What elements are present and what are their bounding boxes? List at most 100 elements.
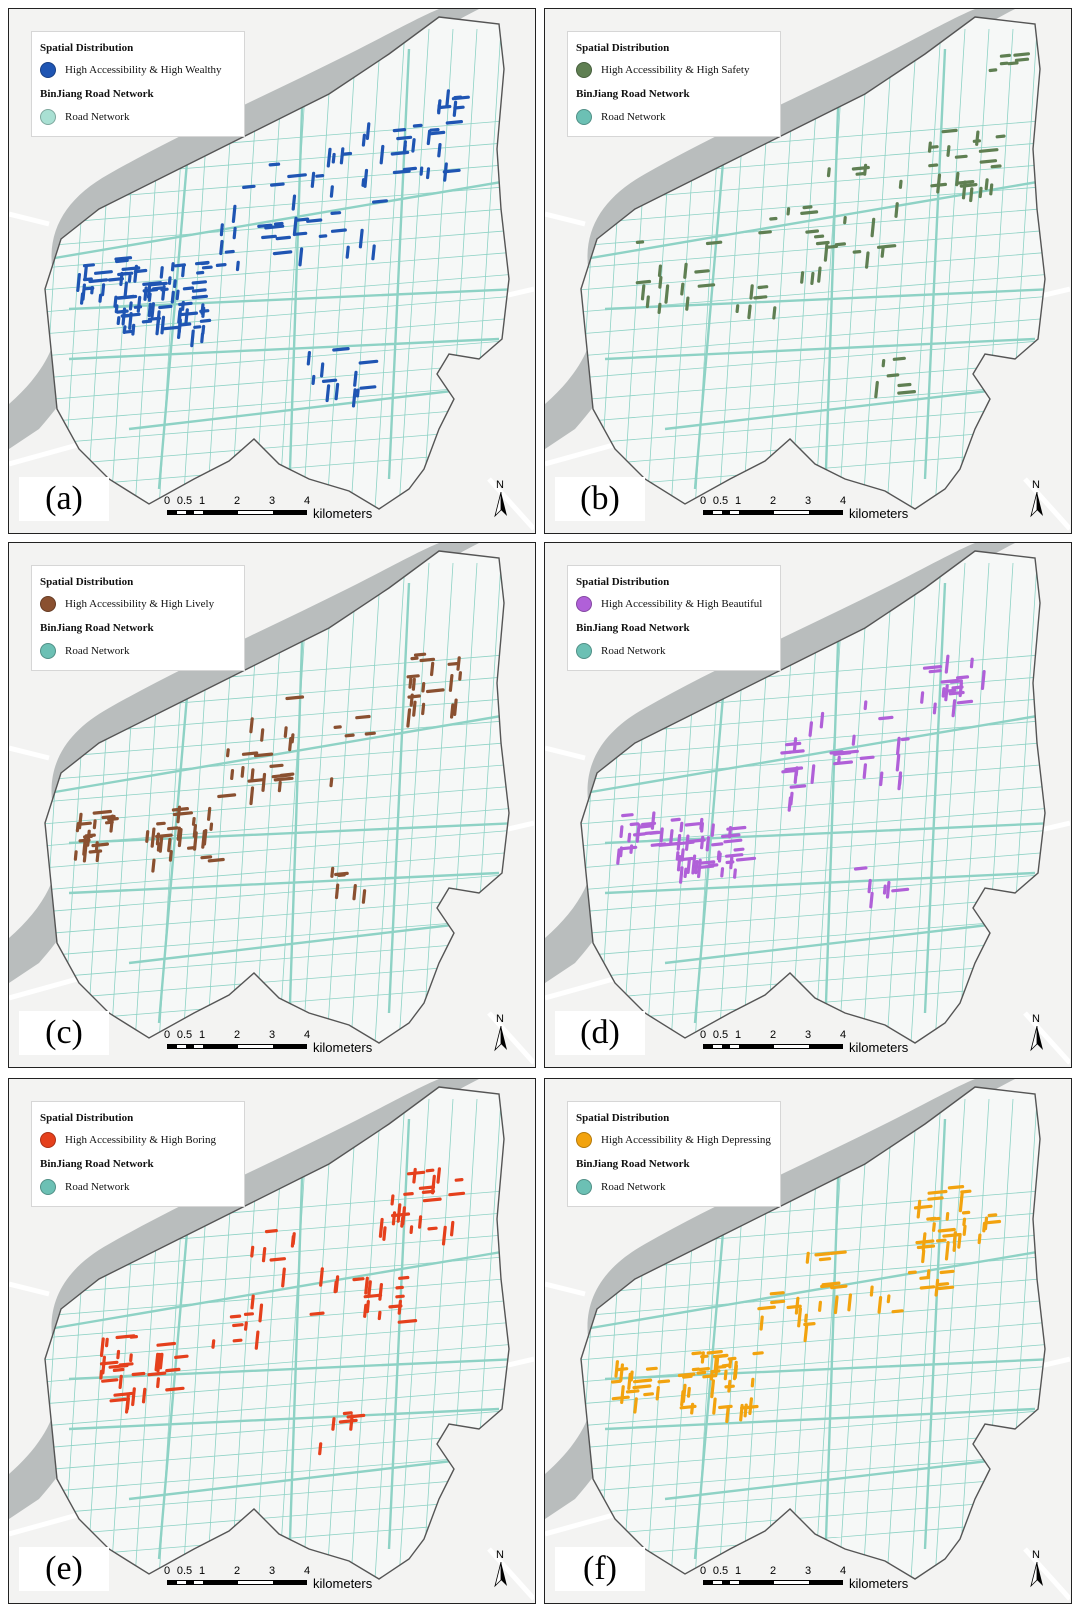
hotspot-segment: [960, 1189, 972, 1194]
legend: Spatial Distribution High Accessibility &…: [31, 1101, 245, 1207]
hotspot-segment: [421, 702, 426, 716]
hotspot-segment: [294, 231, 308, 236]
hotspot-segment: [268, 162, 281, 167]
hotspot-segment: [295, 217, 310, 222]
north-arrow: N: [493, 479, 509, 518]
hotspot-segment: [257, 223, 273, 228]
hotspot-segment: [784, 766, 804, 772]
hotspot-segment: [161, 325, 180, 331]
hotspot-segment: [999, 53, 1011, 58]
hotspot-segment: [621, 813, 634, 818]
hotspot-segment: [867, 878, 872, 894]
hotspot-segment: [141, 319, 153, 324]
hotspot-segment: [709, 1371, 714, 1381]
scale-tick-label: 2: [233, 1565, 241, 1577]
hotspot-segment: [101, 1378, 119, 1383]
hotspot-segment: [451, 95, 470, 101]
north-arrow: N: [1029, 479, 1045, 518]
hotspot-segment: [640, 284, 646, 301]
hotspot-segment: [676, 834, 682, 851]
hotspot-segment: [747, 304, 752, 320]
hotspot-segment: [77, 812, 83, 830]
hotspot-segment: [952, 1231, 957, 1245]
hotspot-segment: [133, 305, 143, 309]
legend-item-road: Road Network: [40, 1179, 129, 1195]
panel-label: (b): [555, 477, 645, 521]
north-label: N: [1032, 1013, 1040, 1025]
hotspot-segment: [199, 318, 212, 323]
hotspot-segment: [118, 1374, 123, 1389]
scale-tick-label: 3: [804, 495, 812, 507]
hotspot-segment: [724, 1384, 735, 1389]
hotspot-segment: [829, 750, 844, 755]
hotspot-segment: [658, 276, 663, 289]
scale-tick-label: 3: [804, 1029, 812, 1041]
hotspot-segment: [156, 1352, 162, 1373]
scale-tick-label: 2: [769, 1565, 777, 1577]
hotspot-segment: [230, 769, 235, 780]
hotspot-segment: [122, 325, 127, 334]
legend-label-hotspot: High Accessibility & High Depressing: [601, 1134, 771, 1146]
hotspot-segment: [116, 1349, 121, 1360]
hotspot-segment: [182, 286, 195, 291]
panel-label: (d): [555, 1011, 645, 1055]
hotspot-segment: [351, 388, 357, 408]
hotspot-segment: [978, 186, 983, 199]
hotspot-segment: [843, 216, 847, 225]
hotspot-segment: [749, 284, 754, 300]
hotspot-segment: [143, 286, 148, 301]
hotspot-segment: [290, 1235, 295, 1248]
legend-swatch-hotspot: [40, 596, 56, 612]
hotspot-segment: [165, 1386, 185, 1392]
hotspot-segment: [411, 138, 416, 153]
district-boundary: [580, 16, 1046, 510]
hotspot-segment: [412, 123, 423, 128]
hotspot-segment: [847, 1293, 852, 1312]
hotspot-segment: [898, 775, 902, 786]
legend-label-hotspot: High Accessibility & High Boring: [65, 1134, 216, 1146]
hotspot-segment: [235, 260, 240, 272]
hotspot-segment: [95, 850, 100, 863]
scale-tick-label: 3: [268, 495, 276, 507]
hotspot-segment: [977, 1233, 982, 1245]
hotspot-segment: [175, 289, 180, 301]
hotspot-segment: [643, 1392, 655, 1397]
hotspot-segment: [979, 159, 998, 164]
hotspot-segment: [679, 866, 684, 884]
hotspot-segment: [141, 1387, 147, 1404]
hotspot-segment: [869, 891, 874, 909]
panel-label: (f): [555, 1547, 645, 1591]
hotspot-segment: [723, 1369, 728, 1381]
hotspot-segment: [411, 677, 416, 691]
north-label: N: [496, 479, 504, 491]
hotspot-segment: [131, 1371, 146, 1377]
district-boundary: [44, 550, 510, 1044]
hotspot-segment: [395, 1285, 404, 1290]
hotspot-segment: [187, 846, 196, 850]
scale-unit: kilometers: [313, 1576, 373, 1591]
hotspot-segment: [445, 119, 463, 125]
hotspot-segment: [196, 270, 205, 275]
hotspot-segment: [219, 223, 224, 237]
hotspot-segment: [705, 836, 710, 852]
hotspot-segment: [364, 1276, 369, 1295]
hotspot-segment: [82, 263, 96, 268]
hotspot-segment: [108, 1363, 129, 1369]
map-panel-c: Spatial Distribution High Accessibility &…: [8, 542, 536, 1068]
legend: Spatial Distribution High Accessibility &…: [567, 1101, 781, 1207]
scale-bar-graphic: [167, 1580, 307, 1585]
panel-label: (c): [19, 1011, 109, 1055]
hotspot-segment: [980, 670, 986, 690]
hotspot-segment: [342, 1411, 353, 1416]
hotspot-segment: [287, 173, 307, 179]
hotspot-segment: [244, 1321, 248, 1331]
hotspot-segment: [932, 1222, 936, 1232]
hotspot-segment: [978, 148, 999, 153]
hotspot-segment: [349, 1414, 354, 1431]
legend-label-road: Road Network: [601, 111, 666, 123]
hotspot-segment: [930, 145, 939, 149]
hotspot-segment: [619, 1363, 625, 1382]
hotspot-segment: [985, 1219, 1002, 1225]
hotspot-segment: [425, 1168, 435, 1173]
hotspot-segment: [691, 854, 697, 875]
